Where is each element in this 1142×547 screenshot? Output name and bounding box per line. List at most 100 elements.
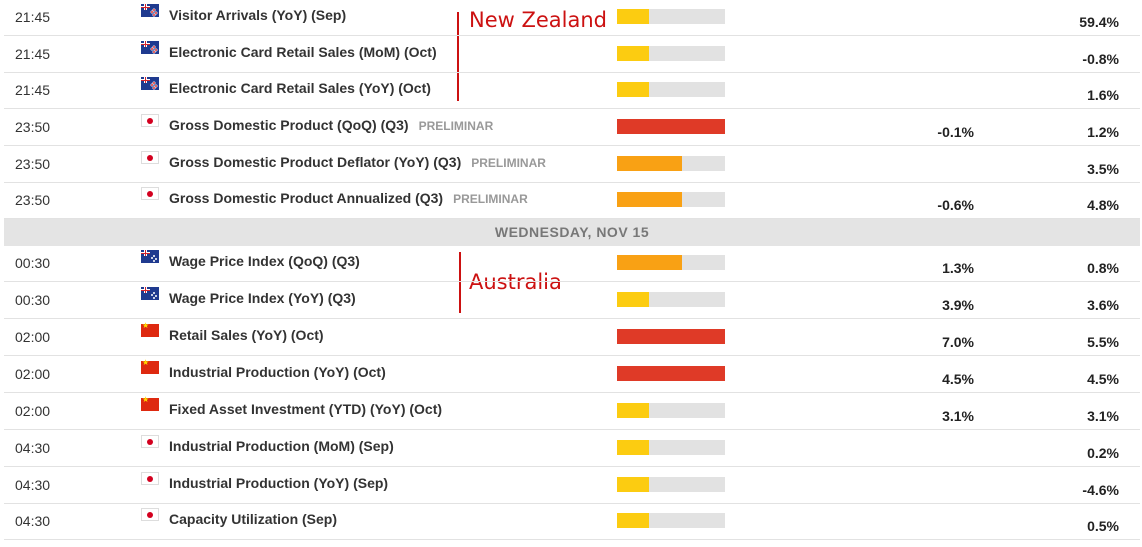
calendar-row[interactable]: 02:00 Fixed Asset Investment (YTD) (YoY) …: [4, 394, 1140, 430]
previous-value: 1.6%: [1087, 87, 1119, 103]
previous-value: 4.8%: [1087, 197, 1119, 213]
impact-bar: [617, 329, 725, 344]
impact-bar: [617, 82, 725, 97]
event-title[interactable]: Gross Domestic Product Annualized (Q3): [169, 190, 444, 206]
forecast-value: -0.6%: [937, 197, 974, 213]
event-name[interactable]: Wage Price Index (QoQ) (Q3): [169, 253, 360, 269]
event-time: 23:50: [15, 156, 51, 172]
event-name[interactable]: Industrial Production (YoY) (Oct): [169, 364, 386, 380]
calendar-row[interactable]: 04:30 Capacity Utilization (Sep) 0.5%: [4, 504, 1140, 540]
event-name[interactable]: Industrial Production (MoM) (Sep): [169, 438, 394, 454]
event-name[interactable]: Gross Domestic Product (QoQ) (Q3) PRELIMI…: [169, 117, 493, 133]
event-time: 02:00: [15, 329, 51, 345]
japan-flag-icon: [141, 151, 159, 164]
impact-bar: [617, 440, 725, 455]
event-title[interactable]: Gross Domestic Product (QoQ) (Q3): [169, 117, 409, 133]
event-name[interactable]: Capacity Utilization (Sep): [169, 511, 337, 527]
impact-bar: [617, 46, 725, 61]
new-zealand-flag-icon: [141, 4, 159, 17]
impact-bar-fill: [617, 192, 682, 207]
impact-bar-fill: [617, 255, 682, 270]
event-title[interactable]: Electronic Card Retail Sales (MoM) (Oct): [169, 44, 437, 60]
event-name[interactable]: Wage Price Index (YoY) (Q3): [169, 290, 356, 306]
calendar-row[interactable]: 00:30 Wage Price Index (YoY) (Q3) 3.9% 3.6%: [4, 283, 1140, 319]
impact-bar: [617, 366, 725, 381]
preliminary-tag: PRELIMINAR: [453, 192, 528, 206]
event-title[interactable]: Retail Sales (YoY) (Oct): [169, 327, 324, 343]
forecast-value: 1.3%: [942, 260, 974, 276]
event-time: 04:30: [15, 477, 51, 493]
event-title[interactable]: Industrial Production (YoY) (Oct): [169, 364, 386, 380]
event-time: 21:45: [15, 9, 51, 25]
event-title[interactable]: Wage Price Index (YoY) (Q3): [169, 290, 356, 306]
event-title[interactable]: Visitor Arrivals (YoY) (Sep): [169, 7, 347, 23]
calendar-row[interactable]: 21:45 Visitor Arrivals (YoY) (Sep) 59.4%: [4, 0, 1140, 36]
calendar-row[interactable]: 04:30 Industrial Production (MoM) (Sep) 0.…: [4, 431, 1140, 467]
impact-bar: [617, 403, 725, 418]
event-title[interactable]: Industrial Production (MoM) (Sep): [169, 438, 394, 454]
impact-bar-fill: [617, 156, 682, 171]
calendar-row[interactable]: 23:50 Gross Domestic Product Annualized (…: [4, 183, 1140, 219]
calendar-row[interactable]: 02:00 Industrial Production (YoY) (Oct) 4.…: [4, 357, 1140, 393]
australia-flag-icon: [141, 287, 159, 300]
impact-bar: [617, 513, 725, 528]
forecast-value: -0.1%: [937, 124, 974, 140]
event-title[interactable]: Gross Domestic Product Deflator (YoY) (Q…: [169, 154, 462, 170]
previous-value: -4.6%: [1082, 482, 1119, 498]
calendar-row[interactable]: 23:50 Gross Domestic Product (QoQ) (Q3) PR…: [4, 110, 1140, 146]
calendar-row[interactable]: 21:45 Electronic Card Retail Sales (MoM) …: [4, 37, 1140, 73]
calendar-row[interactable]: 02:00 Retail Sales (YoY) (Oct) 7.0% 5.5%: [4, 320, 1140, 356]
calendar-row[interactable]: 00:30 Wage Price Index (QoQ) (Q3) 1.3% 0.8%: [4, 246, 1140, 282]
event-title[interactable]: Fixed Asset Investment (YTD) (YoY) (Oct): [169, 401, 443, 417]
calendar-row[interactable]: 21:45 Electronic Card Retail Sales (YoY) …: [4, 73, 1140, 109]
impact-bar-fill: [617, 366, 725, 381]
calendar-row[interactable]: 23:50 Gross Domestic Product Deflator (Yo…: [4, 147, 1140, 183]
event-title[interactable]: Industrial Production (YoY) (Sep): [169, 475, 389, 491]
event-title[interactable]: Electronic Card Retail Sales (YoY) (Oct): [169, 80, 431, 96]
japan-flag-icon: [141, 187, 159, 200]
previous-value: 3.6%: [1087, 297, 1119, 313]
impact-bar-fill: [617, 46, 650, 61]
impact-bar: [617, 292, 725, 307]
calendar-row[interactable]: 04:30 Industrial Production (YoY) (Sep) -4…: [4, 468, 1140, 504]
previous-value: 4.5%: [1087, 371, 1119, 387]
event-name[interactable]: Electronic Card Retail Sales (MoM) (Oct): [169, 44, 437, 60]
annotation-new-zealand: New Zealand: [469, 8, 607, 32]
forecast-value: 4.5%: [942, 371, 974, 387]
japan-flag-icon: [141, 508, 159, 521]
event-time: 04:30: [15, 513, 51, 529]
japan-flag-icon: [141, 435, 159, 448]
event-name[interactable]: Gross Domestic Product Annualized (Q3) PR…: [169, 190, 528, 206]
event-name[interactable]: Gross Domestic Product Deflator (YoY) (Q…: [169, 154, 546, 170]
previous-value: 0.2%: [1087, 445, 1119, 461]
impact-bar-fill: [617, 119, 725, 134]
forecast-value: 7.0%: [942, 334, 974, 350]
japan-flag-icon: [141, 114, 159, 127]
impact-bar: [617, 9, 725, 24]
event-time: 21:45: [15, 82, 51, 98]
impact-bar: [617, 255, 725, 270]
new-zealand-flag-icon: [141, 41, 159, 54]
preliminary-tag: PRELIMINAR: [418, 119, 494, 133]
impact-bar-fill: [617, 9, 650, 24]
event-title[interactable]: Wage Price Index (QoQ) (Q3): [169, 253, 360, 269]
event-name[interactable]: Fixed Asset Investment (YTD) (YoY) (Oct): [169, 401, 442, 417]
annotation-line-au: [459, 252, 461, 313]
event-name[interactable]: Visitor Arrivals (YoY) (Sep): [169, 7, 346, 23]
event-name[interactable]: Retail Sales (YoY) (Oct): [169, 327, 324, 343]
event-time: 04:30: [15, 440, 51, 456]
event-name[interactable]: Electronic Card Retail Sales (YoY) (Oct): [169, 80, 431, 96]
event-time: 21:45: [15, 46, 51, 62]
event-title[interactable]: Capacity Utilization (Sep): [169, 511, 338, 527]
preliminary-tag: PRELIMINAR: [471, 156, 546, 170]
previous-value: -0.8%: [1082, 51, 1119, 67]
impact-bar: [617, 156, 725, 171]
event-time: 00:30: [15, 255, 51, 271]
impact-bar-fill: [617, 329, 725, 344]
impact-bar-fill: [617, 513, 650, 528]
impact-bar-fill: [617, 292, 650, 307]
previous-value: 0.5%: [1087, 518, 1119, 534]
event-name[interactable]: Industrial Production (YoY) (Sep): [169, 475, 388, 491]
impact-bar-fill: [617, 440, 650, 455]
